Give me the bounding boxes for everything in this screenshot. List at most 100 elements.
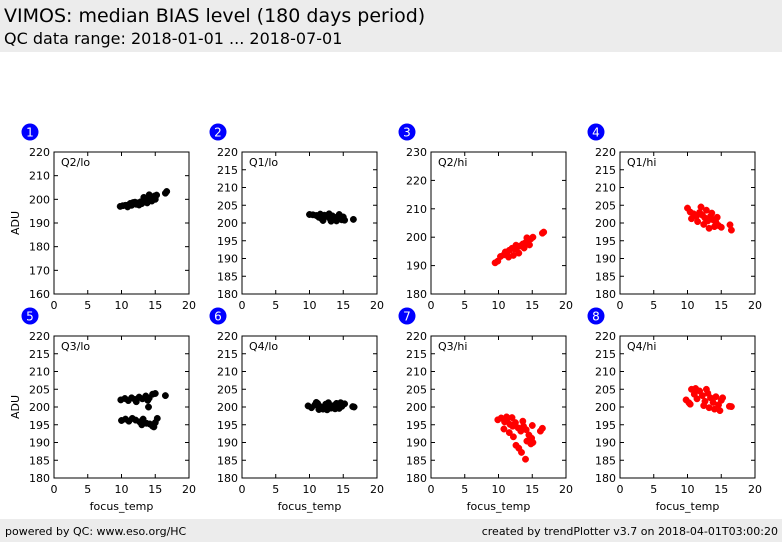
y-tick-label: 215 — [595, 348, 616, 361]
x-tick-label: 5 — [650, 483, 657, 496]
y-tick-label: 190 — [217, 253, 238, 266]
data-point — [508, 414, 516, 422]
x-tick-label: 10 — [303, 299, 317, 312]
y-tick-label: 210 — [595, 182, 616, 195]
data-point — [727, 226, 735, 234]
x-tick-label: 20 — [182, 483, 196, 496]
panel-number: 6 — [214, 310, 222, 324]
x-tick-label: 15 — [148, 299, 162, 312]
y-tick-label: 185 — [595, 454, 616, 467]
y-tick-label: 195 — [217, 235, 238, 248]
data-point — [331, 405, 339, 413]
x-tick-label: 0 — [428, 299, 435, 312]
data-point — [138, 421, 146, 429]
y-tick-label: 215 — [406, 348, 427, 361]
data-point — [349, 215, 357, 223]
panel-number-badge — [398, 123, 416, 141]
plot-frame — [53, 335, 190, 479]
x-tick-label: 10 — [115, 299, 129, 312]
y-tick-label: 195 — [595, 235, 616, 248]
y-tick-label: 205 — [595, 383, 616, 396]
data-point — [151, 195, 159, 203]
x-tick-label: 15 — [714, 299, 728, 312]
y-tick-label: 185 — [217, 270, 238, 283]
x-tick-label: 0 — [239, 299, 246, 312]
y-tick-label: 210 — [217, 366, 238, 379]
chart-panel-5: 5 180 185 190 195 200 205 210 215 220 0 5 10 15 20 Q3/l… — [9, 307, 196, 513]
y-tick-label: 205 — [29, 383, 50, 396]
series-label: Q2/hi — [438, 156, 467, 169]
x-tick-label: 5 — [272, 483, 279, 496]
y-tick-label: 190 — [595, 437, 616, 450]
plot-frame — [430, 151, 567, 295]
data-point — [150, 423, 158, 431]
x-axis-label: focus_temp — [656, 500, 720, 513]
y-tick-label: 190 — [406, 437, 427, 450]
x-tick-label: 20 — [182, 299, 196, 312]
x-tick-label: 10 — [115, 483, 129, 496]
plot-frame — [430, 335, 567, 479]
panel-number-badge — [398, 307, 416, 325]
chart-panel-6: 6 180 185 190 195 200 205 210 215 220 0 5 10 15 20 Q4/l… — [209, 307, 384, 513]
x-tick-label: 20 — [748, 299, 762, 312]
x-tick-label: 5 — [650, 299, 657, 312]
data-point — [161, 392, 169, 400]
data-point — [501, 248, 509, 256]
data-point — [694, 218, 702, 226]
x-tick-label: 20 — [370, 299, 384, 312]
data-point — [316, 210, 324, 218]
x-tick-label: 20 — [748, 483, 762, 496]
x-tick-label: 15 — [336, 299, 350, 312]
y-tick-label: 195 — [29, 419, 50, 432]
series-label: Q3/hi — [438, 340, 467, 353]
chart-panel-1: 1 160 170 180 190 200 210 220 0 5 10 15 20 Q2/lo ADU — [9, 123, 196, 312]
data-point — [523, 234, 531, 242]
data-point — [335, 211, 343, 218]
panel-number-badge — [209, 307, 227, 325]
series-label: Q1/lo — [249, 156, 278, 169]
x-tick-label: 20 — [559, 483, 573, 496]
y-tick-label: 195 — [217, 419, 238, 432]
panel-number-badge — [21, 307, 39, 325]
data-point — [700, 220, 708, 228]
y-tick-label: 210 — [29, 170, 50, 183]
panel-number: 4 — [592, 126, 600, 140]
data-point — [326, 401, 334, 409]
panel-number: 7 — [403, 310, 411, 324]
x-tick-label: 15 — [525, 483, 539, 496]
data-point — [325, 210, 333, 218]
x-tick-label: 15 — [336, 483, 350, 496]
y-tick-label: 200 — [29, 193, 50, 206]
footer-generator: created by trendPlotter v3.7 on 2018-04-… — [481, 525, 778, 538]
series-label: Q3/lo — [61, 340, 90, 353]
data-point — [350, 403, 358, 411]
x-tick-label: 10 — [681, 483, 695, 496]
y-tick-label: 200 — [29, 401, 50, 414]
y-tick-label: 205 — [217, 383, 238, 396]
header-bar: VIMOS: median BIAS level (180 days perio… — [0, 0, 782, 52]
x-tick-label: 5 — [84, 299, 91, 312]
data-point — [151, 390, 159, 397]
y-tick-label: 215 — [29, 348, 50, 361]
data-point — [716, 407, 724, 415]
y-tick-label: 190 — [406, 260, 427, 273]
data-point — [719, 394, 727, 402]
x-tick-label: 0 — [428, 483, 435, 496]
y-tick-label: 180 — [595, 288, 616, 301]
y-tick-label: 200 — [217, 217, 238, 230]
panel-number: 3 — [403, 126, 411, 140]
page-subtitle: QC data range: 2018-01-01 ... 2018-07-01 — [4, 29, 343, 48]
y-tick-label: 220 — [595, 146, 616, 159]
data-point — [522, 455, 529, 463]
y-tick-label: 220 — [217, 330, 238, 343]
series-label: Q4/hi — [627, 340, 656, 353]
data-point — [337, 399, 345, 407]
x-tick-label: 10 — [681, 299, 695, 312]
data-point — [319, 217, 327, 224]
data-point — [341, 216, 349, 224]
y-tick-label: 185 — [29, 454, 50, 467]
data-point — [529, 439, 537, 446]
y-tick-label: 210 — [406, 366, 427, 379]
data-point — [509, 433, 517, 441]
y-tick-label: 190 — [29, 437, 50, 450]
